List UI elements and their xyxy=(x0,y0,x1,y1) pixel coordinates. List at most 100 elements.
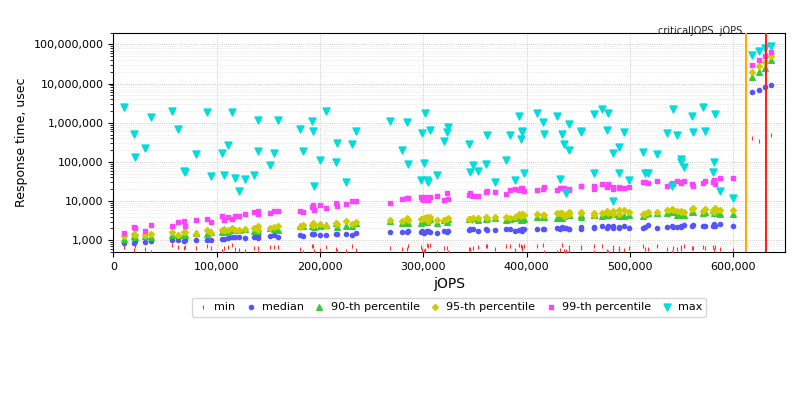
median xyxy=(247,234,260,240)
95-th percentile xyxy=(753,63,766,69)
99-th percentile xyxy=(516,185,529,191)
max xyxy=(166,108,178,114)
min xyxy=(670,245,683,252)
max xyxy=(144,114,157,121)
90-th percentile xyxy=(263,225,276,231)
90-th percentile xyxy=(753,69,766,75)
max xyxy=(307,128,320,134)
max xyxy=(518,170,530,176)
median xyxy=(306,231,318,238)
min xyxy=(178,245,190,251)
95-th percentile xyxy=(639,210,652,217)
99-th percentile xyxy=(330,200,342,206)
min xyxy=(205,245,218,251)
90-th percentile xyxy=(466,215,479,221)
95-th percentile xyxy=(622,208,635,215)
max xyxy=(402,161,414,167)
min xyxy=(518,242,530,249)
max xyxy=(314,157,326,163)
95-th percentile xyxy=(466,215,479,222)
max xyxy=(423,127,436,134)
95-th percentile xyxy=(320,223,333,230)
max xyxy=(670,132,683,138)
median xyxy=(144,238,157,244)
90-th percentile xyxy=(252,227,265,234)
median xyxy=(618,223,630,229)
99-th percentile xyxy=(550,187,563,193)
95-th percentile xyxy=(606,208,619,214)
max xyxy=(559,190,572,196)
max xyxy=(587,170,600,176)
min xyxy=(661,246,674,252)
min xyxy=(537,242,550,248)
median xyxy=(563,226,576,232)
max xyxy=(127,131,140,137)
max xyxy=(601,127,614,134)
median xyxy=(252,232,265,239)
max xyxy=(759,45,772,52)
95-th percentile xyxy=(516,211,529,218)
90-th percentile xyxy=(613,213,626,219)
max xyxy=(606,198,619,204)
median xyxy=(606,223,619,229)
median xyxy=(562,226,575,232)
90-th percentile xyxy=(416,218,429,224)
90-th percentile xyxy=(226,226,238,233)
95-th percentile xyxy=(228,227,241,234)
median xyxy=(178,237,191,244)
99-th percentile xyxy=(297,208,310,215)
min xyxy=(759,134,772,141)
99-th percentile xyxy=(247,209,260,215)
median xyxy=(622,225,635,231)
min xyxy=(420,242,433,249)
99-th percentile xyxy=(764,48,777,55)
max xyxy=(606,150,619,156)
99-th percentile xyxy=(714,175,726,182)
max xyxy=(442,124,454,131)
95-th percentile xyxy=(252,227,265,233)
median xyxy=(272,233,285,240)
90-th percentile xyxy=(138,233,151,240)
99-th percentile xyxy=(613,184,626,190)
95-th percentile xyxy=(509,214,522,220)
max xyxy=(618,129,630,136)
95-th percentile xyxy=(238,226,251,232)
95-th percentile xyxy=(307,222,320,228)
99-th percentile xyxy=(499,191,512,198)
median xyxy=(396,228,409,235)
95-th percentile xyxy=(171,232,184,238)
min xyxy=(463,246,476,252)
99-th percentile xyxy=(686,181,698,188)
median xyxy=(554,226,566,233)
max xyxy=(129,154,142,160)
90-th percentile xyxy=(238,226,251,232)
95-th percentile xyxy=(538,212,551,218)
99-th percentile xyxy=(575,183,588,189)
min xyxy=(127,247,140,253)
99-th percentile xyxy=(667,181,680,188)
min xyxy=(675,246,688,252)
median xyxy=(746,89,758,96)
max xyxy=(222,142,235,148)
90-th percentile xyxy=(297,223,310,229)
median xyxy=(251,234,264,241)
95-th percentile xyxy=(686,206,698,212)
min xyxy=(144,249,157,255)
max xyxy=(421,179,434,185)
90-th percentile xyxy=(504,216,517,222)
max xyxy=(330,158,342,165)
95-th percentile xyxy=(463,215,476,222)
95-th percentile xyxy=(514,213,527,219)
95-th percentile xyxy=(144,231,157,237)
90-th percentile xyxy=(442,216,454,222)
95-th percentile xyxy=(699,206,712,212)
99-th percentile xyxy=(294,208,307,215)
90-th percentile xyxy=(144,234,157,240)
min xyxy=(402,242,414,249)
99-th percentile xyxy=(118,230,130,236)
median xyxy=(418,229,431,236)
median xyxy=(550,225,563,232)
95-th percentile xyxy=(129,232,142,238)
max xyxy=(466,161,479,168)
median xyxy=(670,223,683,230)
